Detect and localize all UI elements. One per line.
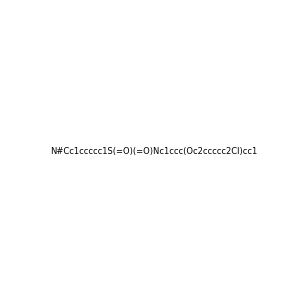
Text: N#Cc1ccccc1S(=O)(=O)Nc1ccc(Oc2ccccc2Cl)cc1: N#Cc1ccccc1S(=O)(=O)Nc1ccc(Oc2ccccc2Cl)c… xyxy=(50,147,257,156)
